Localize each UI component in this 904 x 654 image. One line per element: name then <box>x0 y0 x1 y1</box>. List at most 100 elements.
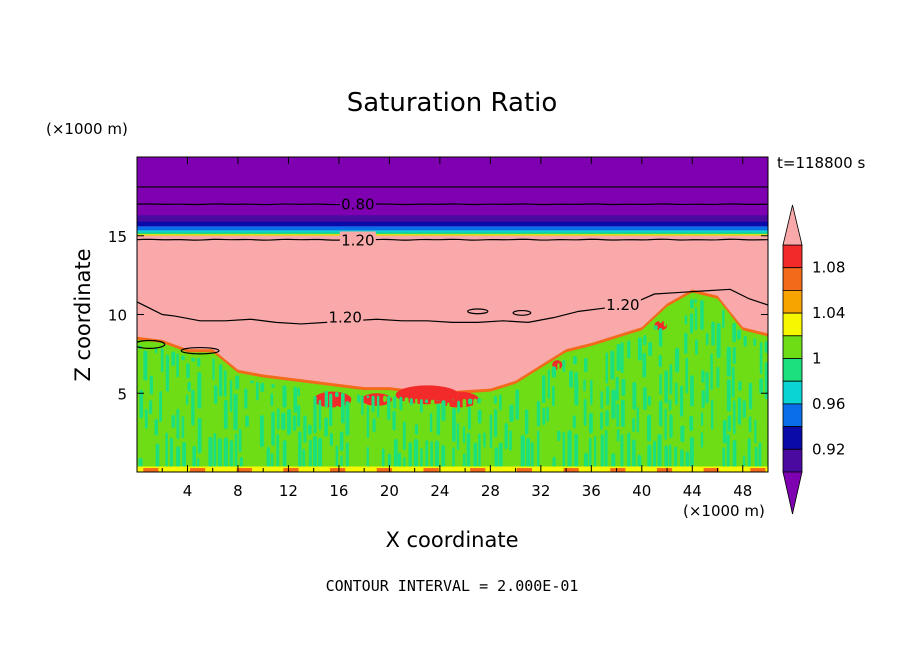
plume-segment <box>588 412 593 434</box>
x-tick-label: 40 <box>632 482 651 500</box>
plume-segment <box>239 378 243 393</box>
plume-segment <box>599 351 603 386</box>
plume-segment <box>594 396 598 432</box>
plume-segment <box>659 320 663 324</box>
plume-segment <box>524 409 529 435</box>
plume-segment <box>514 450 518 468</box>
plume-segment <box>371 395 375 413</box>
plume-segment <box>737 345 741 378</box>
plume-segment <box>425 399 428 404</box>
plume-segment <box>456 422 460 451</box>
plume-segment <box>340 455 343 468</box>
plume-segment <box>302 448 306 468</box>
plume-segment <box>329 393 333 427</box>
plume-segment <box>149 400 153 415</box>
plume-segment <box>509 456 514 468</box>
plume-segment <box>742 455 746 468</box>
plume-segment <box>413 438 419 468</box>
plume-segment <box>636 406 640 433</box>
plume-segment <box>595 350 600 387</box>
plume-segment <box>569 370 573 388</box>
plume-segment <box>546 406 550 422</box>
plume-segment <box>238 428 242 453</box>
plume-segment <box>669 414 673 439</box>
plume-segment <box>478 433 481 468</box>
plume-segment <box>223 437 228 468</box>
plume-segment <box>282 385 287 408</box>
plume-segment <box>547 430 551 468</box>
plume-segment <box>748 416 752 433</box>
plume-segment <box>181 416 185 439</box>
plume-segment <box>361 395 364 416</box>
plume-segment <box>468 398 473 405</box>
plume-segment <box>574 433 579 468</box>
plume-segment <box>462 426 466 444</box>
plume-segment <box>685 451 690 468</box>
plume-segment <box>716 305 720 319</box>
plume-segment <box>217 438 222 468</box>
plume-segment <box>351 397 355 428</box>
plume-segment <box>197 372 202 409</box>
plume-segment <box>473 398 477 435</box>
plume-segment <box>684 332 688 355</box>
plume-segment <box>711 433 715 468</box>
plume-segment <box>747 438 751 468</box>
plume-segment <box>446 436 451 468</box>
surface-patch <box>703 468 719 472</box>
plume-segment <box>240 398 244 426</box>
colorbar-swatch <box>782 312 803 337</box>
plume-segment <box>404 397 409 414</box>
plume-segment <box>229 440 234 468</box>
plume-segment <box>270 393 274 407</box>
plume-segment <box>286 442 291 468</box>
surface-patch <box>190 468 206 472</box>
plume-segment <box>149 420 153 441</box>
plume-segment <box>148 443 153 468</box>
plume-segment <box>499 416 503 434</box>
plume-segment <box>627 432 631 468</box>
plume-segment <box>462 453 466 468</box>
plume-segment <box>694 298 697 304</box>
plume-segment <box>504 422 508 450</box>
plume-segment <box>318 437 323 468</box>
plume-segment <box>536 400 541 427</box>
plume-segment <box>705 372 709 404</box>
plume-segment <box>399 396 403 411</box>
plume-segment <box>574 371 579 406</box>
plume-segment <box>143 350 148 381</box>
plume-segment <box>282 440 287 468</box>
plume-segment <box>674 446 678 468</box>
plume-segment <box>588 437 592 468</box>
plume-segment <box>572 355 577 365</box>
plume-segment <box>504 398 509 421</box>
plume-segment <box>489 414 493 449</box>
colorbar-swatch <box>782 448 803 473</box>
plume-segment <box>483 432 486 448</box>
plume-segment <box>600 411 604 430</box>
plume-segment <box>605 352 608 384</box>
plume-segment <box>705 406 710 443</box>
plume-segment <box>759 342 763 375</box>
plume-segment <box>738 381 742 392</box>
plume-segment <box>318 399 322 431</box>
plume-segment <box>266 396 270 414</box>
plume-segment <box>616 429 620 442</box>
plume-segment <box>192 429 196 441</box>
plume-segment <box>271 411 275 446</box>
surface-patch <box>563 468 579 472</box>
surface-patch <box>470 468 486 472</box>
plume-segment <box>737 397 742 425</box>
plume-segment <box>181 385 185 410</box>
surface-layer <box>137 466 768 472</box>
plume-segment <box>600 434 604 468</box>
plume-segment <box>399 418 404 445</box>
plume-segment <box>632 381 637 410</box>
plume-segment <box>392 410 396 431</box>
plume-segment <box>488 397 492 409</box>
plume-segment <box>700 300 704 330</box>
plume-segment <box>483 456 487 468</box>
plume-segment <box>674 347 680 373</box>
plume-segment <box>414 424 419 435</box>
plume-segment <box>717 438 720 468</box>
plume-segment <box>637 454 642 468</box>
